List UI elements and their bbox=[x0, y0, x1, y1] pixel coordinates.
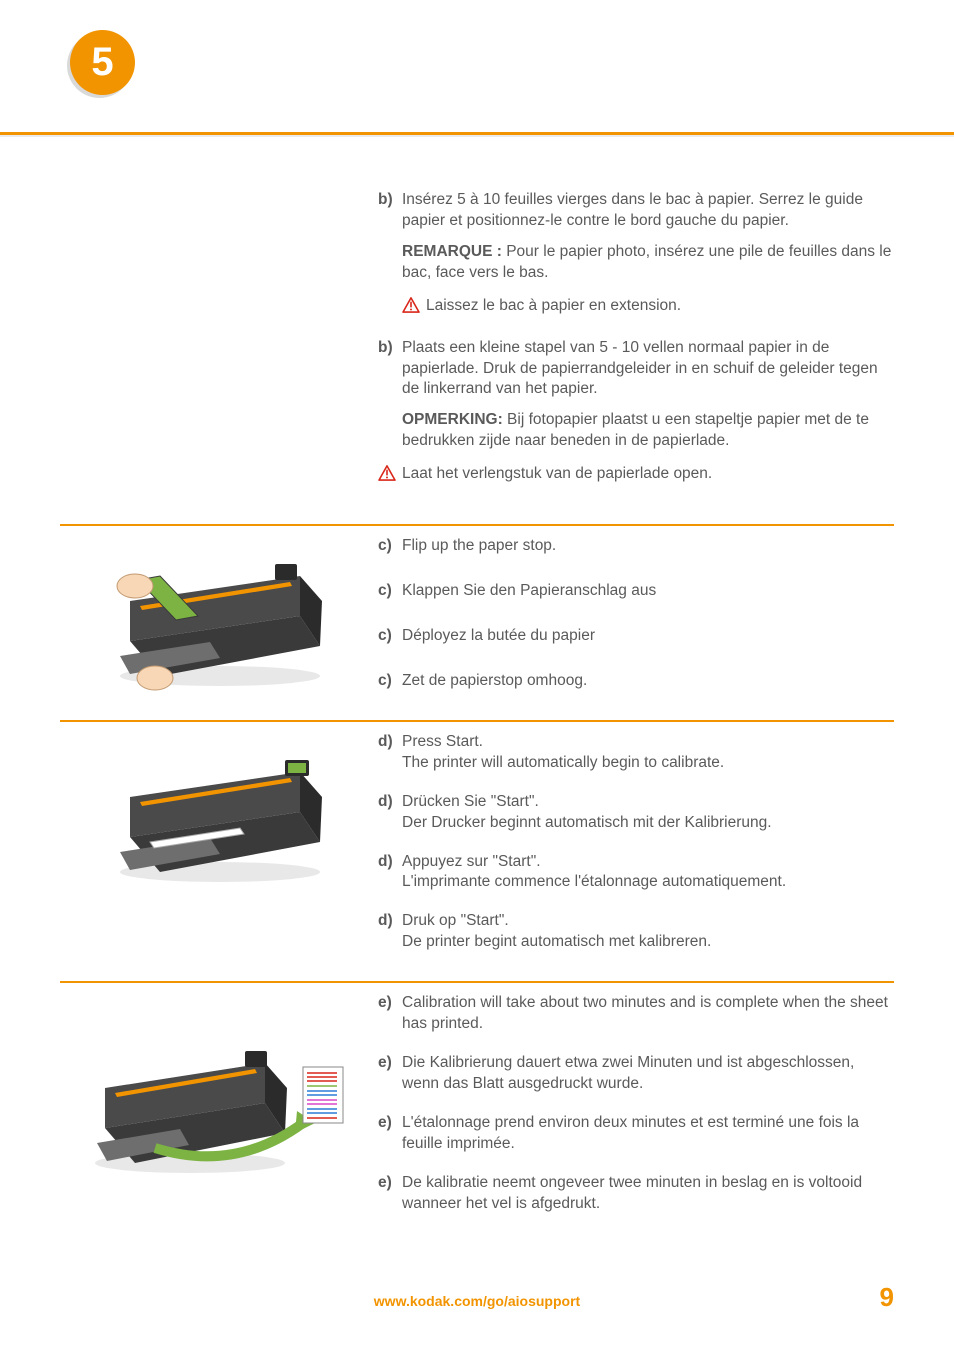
step-letter: d) bbox=[378, 792, 402, 813]
step-e-nl: e) De kalibratie neemt ongeveer twee min… bbox=[378, 1173, 894, 1215]
step-letter: c) bbox=[378, 581, 402, 602]
section-e-image bbox=[60, 993, 370, 1183]
step-number: 5 bbox=[91, 40, 113, 85]
printer-calibration-illustration bbox=[85, 1033, 345, 1183]
step-letter: e) bbox=[378, 1173, 402, 1194]
step-letter: c) bbox=[378, 536, 402, 557]
step-text: Plaats een kleine stapel van 5 - 10 vell… bbox=[402, 338, 894, 401]
step-d-en: d) Press Start. The printer will automat… bbox=[378, 732, 894, 774]
step-text: Flip up the paper stop. bbox=[402, 536, 894, 557]
step-line2: L'imprimante commence l'étalonnage autom… bbox=[402, 873, 786, 890]
step-text: Die Kalibrierung dauert etwa zwei Minute… bbox=[402, 1053, 894, 1095]
step-d-de: d) Drücken Sie "Start". Der Drucker begi… bbox=[378, 792, 894, 834]
step-line1: Appuyez sur "Start". bbox=[402, 853, 541, 870]
section-b: b) Insérez 5 à 10 feuilles vierges dans … bbox=[60, 180, 894, 524]
step-letter: d) bbox=[378, 852, 402, 873]
step-text: Déployez la butée du papier bbox=[402, 626, 894, 647]
step-d-nl: d) Druk op "Start". De printer begint au… bbox=[378, 911, 894, 953]
step-letter: d) bbox=[378, 732, 402, 753]
warning-text: Laissez le bac à papier en extension. bbox=[426, 296, 681, 317]
step-text: Calibration will take about two minutes … bbox=[402, 993, 894, 1035]
page-content: b) Insérez 5 à 10 feuilles vierges dans … bbox=[60, 180, 894, 1243]
step-b-fr: b) Insérez 5 à 10 feuilles vierges dans … bbox=[378, 190, 894, 232]
warning-icon bbox=[402, 297, 420, 320]
note-label: OPMERKING: bbox=[402, 411, 503, 428]
step-text: Insérez 5 à 10 feuilles vierges dans le … bbox=[402, 190, 894, 232]
step-c-nl: c) Zet de papierstop omhoog. bbox=[378, 671, 894, 692]
step-letter: e) bbox=[378, 1053, 402, 1074]
step-text: Zet de papierstop omhoog. bbox=[402, 671, 894, 692]
step-line1: Drücken Sie "Start". bbox=[402, 793, 539, 810]
step-d-fr: d) Appuyez sur "Start". L'imprimante com… bbox=[378, 852, 894, 894]
warning-fr: Laissez le bac à papier en extension. bbox=[402, 296, 894, 320]
section-b-image-col bbox=[60, 190, 370, 200]
printer-press-start-illustration bbox=[100, 742, 330, 892]
step-text: L'étalonnage prend environ deux minutes … bbox=[402, 1113, 894, 1155]
page-footer: www.kodak.com/go/aiosupport 9 bbox=[60, 1293, 894, 1309]
step-line2: The printer will automatically begin to … bbox=[402, 754, 724, 771]
warning-nl: Laat het verlengstuk van de papierlade o… bbox=[378, 464, 894, 488]
step-text: De kalibratie neemt ongeveer twee minute… bbox=[402, 1173, 894, 1215]
step-letter: e) bbox=[378, 1113, 402, 1134]
footer-page-number: 9 bbox=[880, 1282, 894, 1313]
step-letter: b) bbox=[378, 190, 402, 211]
note-label: REMARQUE : bbox=[402, 243, 502, 260]
footer-url: www.kodak.com/go/aiosupport bbox=[374, 1293, 580, 1309]
step-letter: d) bbox=[378, 911, 402, 932]
step-letter: b) bbox=[378, 338, 402, 359]
step-c-de: c) Klappen Sie den Papieranschlag aus bbox=[378, 581, 894, 602]
section-d-image bbox=[60, 732, 370, 892]
section-e: e) Calibration will take about two minut… bbox=[60, 981, 894, 1242]
step-text: Klappen Sie den Papieranschlag aus bbox=[402, 581, 894, 602]
warning-icon bbox=[378, 465, 396, 488]
printer-flip-stop-illustration bbox=[100, 546, 330, 696]
step-badge: 5 bbox=[70, 30, 135, 95]
step-letter: c) bbox=[378, 626, 402, 647]
step-line2: De printer begint automatisch met kalibr… bbox=[402, 933, 711, 950]
warning-text: Laat het verlengstuk van de papierlade o… bbox=[402, 464, 712, 485]
step-c-en: c) Flip up the paper stop. bbox=[378, 536, 894, 557]
note-nl: OPMERKING: Bij fotopapier plaatst u een … bbox=[402, 410, 894, 452]
step-c-fr: c) Déployez la butée du papier bbox=[378, 626, 894, 647]
step-line1: Press Start. bbox=[402, 733, 483, 750]
step-e-fr: e) L'étalonnage prend environ deux minut… bbox=[378, 1113, 894, 1155]
step-line2: Der Drucker beginnt automatisch mit der … bbox=[402, 814, 772, 831]
step-letter: e) bbox=[378, 993, 402, 1014]
step-e-de: e) Die Kalibrierung dauert etwa zwei Min… bbox=[378, 1053, 894, 1095]
section-d: d) Press Start. The printer will automat… bbox=[60, 720, 894, 981]
section-c-image bbox=[60, 536, 370, 696]
section-c: c) Flip up the paper stop. c) Klappen Si… bbox=[60, 524, 894, 720]
step-letter: c) bbox=[378, 671, 402, 692]
note-fr: REMARQUE : Pour le papier photo, insérez… bbox=[402, 242, 894, 284]
step-b-nl: b) Plaats een kleine stapel van 5 - 10 v… bbox=[378, 338, 894, 401]
step-e-en: e) Calibration will take about two minut… bbox=[378, 993, 894, 1035]
step-line1: Druk op "Start". bbox=[402, 912, 509, 929]
top-rule bbox=[0, 132, 954, 135]
